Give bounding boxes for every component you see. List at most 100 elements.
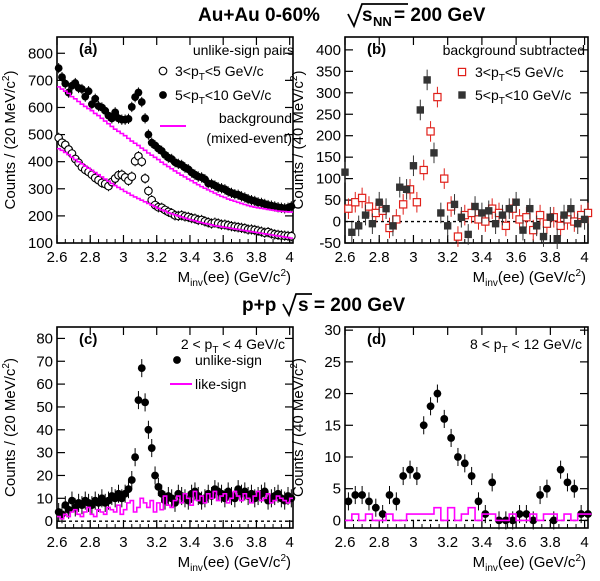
y-tick-label-c: 60 [36,376,53,393]
data-point [553,235,561,243]
x-tick-label-a: 3.2 [146,249,167,266]
y-tick-label-a: 400 [28,154,53,171]
y-tick-label-a: 500 [28,127,53,144]
y-tick-label-b: 300 [316,85,341,102]
data-point [522,213,531,222]
y-axis-label-c: Counts / (20 MeV/c2) [1,358,19,497]
x-tick-label-b: 4 [580,249,588,266]
data-point [580,215,589,224]
data-point [392,215,401,224]
step-line-c [57,490,293,520]
legend-label-c: like-sign [195,376,246,392]
data-point [371,208,381,218]
y-tick-label-a: 200 [28,208,53,225]
legend-marker-a [159,91,167,99]
data-point [127,476,136,484]
data-point [505,204,513,213]
data-point [137,157,147,167]
data-point [443,222,452,230]
data-point [78,85,86,93]
data-point [412,472,421,480]
data-point [385,491,394,499]
header-au-au-title: Au+Au 0-60% [198,5,320,26]
x-axis-label-b: Minv(ee) (GeV/c2) [473,268,586,289]
y-axis-label-d: Counts / (40 MeV/c2) [289,358,307,497]
x-axis-label-c: Minv(ee) (GeV/c2) [178,553,291,574]
sqrt-sign-mid [282,293,312,318]
y-tick-label-b: 350 [316,63,341,80]
x-tick-label-c: 2.6 [47,534,68,551]
data-point [512,198,520,206]
x-tick-label-a: 2.8 [80,249,101,266]
series-a-1 [54,63,296,214]
data-point [567,204,575,213]
data-point [141,398,149,407]
data-point [430,149,438,157]
data-point [419,421,428,430]
data-point [460,459,469,468]
panel-tag-d: (d) [367,331,386,348]
data-point [440,174,449,183]
panel-a: 2.6 2.8 3 3.2 3.4 3.6 3.8 4 100 200 300 400 500 600 70… [1,36,296,289]
data-point [453,232,463,241]
legend-label-a: 3<pT<5 GeV/c [175,63,264,83]
step-line-a [57,147,293,239]
x-tick-label-d: 3.6 [506,534,527,551]
plot-frame-d [344,326,589,529]
y-tick-label-b: 50 [324,192,341,209]
x-tick-label-a: 2.6 [47,249,68,266]
y-tick-label-c: 20 [36,467,53,484]
header-au-au-energy: = 200 GeV [394,5,486,26]
data-point [392,497,401,506]
legend-title-d: 8 < pT < 12 GeV/c [470,336,582,356]
x-tick-label-a: 3 [119,249,127,266]
data-point [402,185,411,194]
x-tick-label-d: 3.8 [540,534,561,551]
y-tick-label-d: 5 [333,481,341,498]
y-tick-label-d: 15 [324,417,341,434]
data-point [140,174,150,183]
data-point [344,204,353,213]
y-tick-label-c: 40 [36,422,53,439]
x-tick-label-c: 2.8 [80,534,101,551]
data-point [344,497,353,506]
data-point [127,172,137,181]
data-point [454,453,462,461]
data-point [127,103,136,111]
data-point [478,209,486,217]
data-point [542,219,552,228]
data-point [543,484,551,493]
data-point [68,496,76,505]
data-point [371,503,380,512]
y-tick-label-d: 0 [333,512,341,529]
data-point [519,226,527,234]
data-point [382,204,390,213]
plot-frame-b [344,36,589,244]
x-tick-label-c: 3.6 [213,534,234,551]
data-point [61,79,70,88]
data-point [570,484,579,493]
data-point [426,127,435,136]
data-point [64,88,73,97]
data-point [361,211,370,219]
y-tick-label-b: 100 [316,171,341,188]
data-point [522,510,531,518]
legend-title-c: 2 < pT < 4 GeV/c [181,336,285,356]
legend-marker-a [158,66,168,76]
series-b-1 [341,69,589,250]
series-d-0 [344,384,592,530]
data-point [124,114,133,123]
data-point [365,497,373,506]
legend-label2-a: (mixed-event) [206,130,292,146]
data-point [111,108,120,117]
data-point [485,207,493,215]
data-point [412,198,422,207]
data-point [574,219,582,228]
data-point [560,211,568,219]
data-point [467,472,476,480]
data-point [91,94,100,103]
data-point [529,516,538,525]
x-axis-label-a: Minv(ee) (GeV/c2) [178,268,291,289]
x-tick-label-b: 3.6 [506,249,527,266]
data-point [107,114,116,123]
